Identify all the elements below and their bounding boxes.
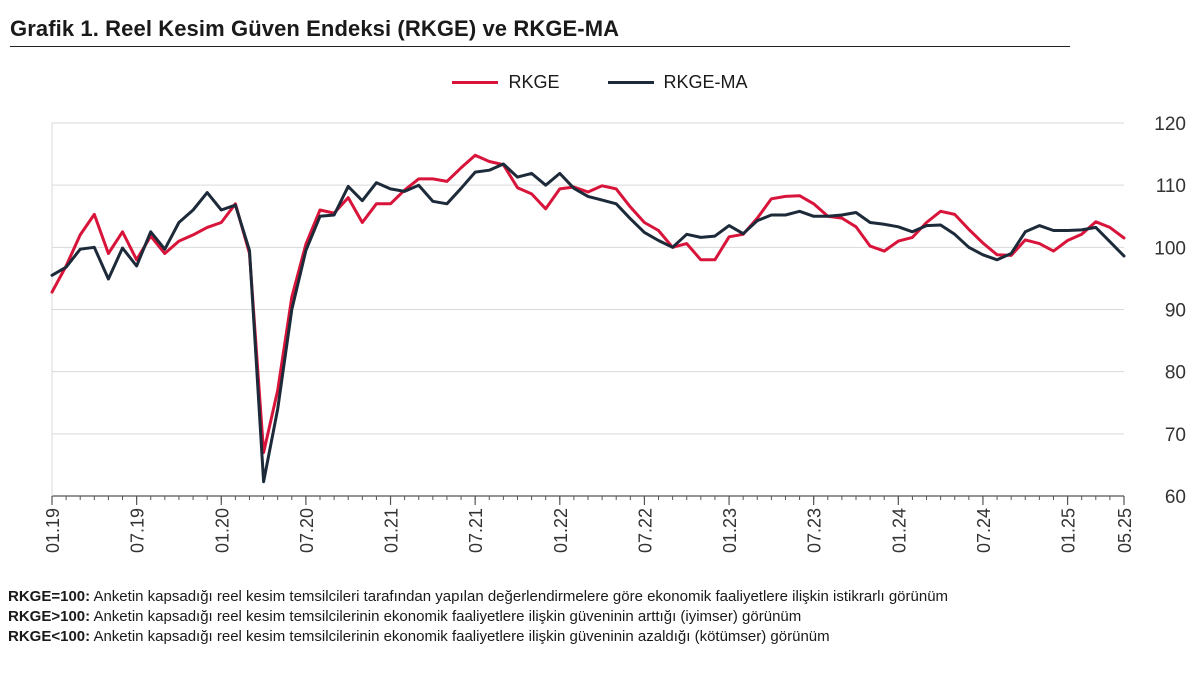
y-tick-label: 90	[1165, 301, 1186, 322]
x-tick-label: 01.21	[382, 508, 402, 553]
x-tick-label: 01.20	[212, 508, 232, 553]
legend-label-rkge-ma: RKGE-MA	[663, 72, 748, 92]
series-line-rkge-ma	[50, 162, 1126, 484]
x-tick-label: 07.19	[128, 508, 148, 553]
x-tick-label: 07.20	[297, 508, 317, 553]
chart-legend: RKGE RKGE-MA	[0, 72, 1200, 93]
note-line-equal: RKGE=100: Anketin kapsadığı reel kesim t…	[8, 587, 948, 607]
x-tick-label: 01.25	[1059, 508, 1079, 553]
chart-title: Grafik 1. Reel Kesim Güven Endeksi (RKGE…	[10, 16, 620, 41]
title-underline	[10, 46, 1070, 47]
series-line-rkge	[50, 153, 1126, 454]
legend-item-rkge: RKGE	[452, 72, 560, 93]
legend-swatch-rkge	[452, 81, 499, 84]
x-tick-label: 01.19	[43, 508, 63, 553]
y-tick-label: 70	[1165, 425, 1186, 446]
x-tick-label: 07.23	[805, 508, 825, 553]
x-tick-label: 07.21	[466, 508, 486, 553]
x-tick-label: 07.24	[974, 508, 994, 553]
line-chart: 60 70 80 90 100 110 120 01.19 07.19 01.20 07.20 01.…	[43, 114, 1186, 553]
chart-notes: RKGE=100: Anketin kapsadığı reel kesim t…	[8, 587, 948, 647]
legend-item-rkge-ma: RKGE-MA	[607, 72, 748, 93]
note-label: RKGE>100:	[8, 608, 91, 625]
y-tick-label: 80	[1165, 363, 1186, 384]
x-tick-label: 07.22	[635, 508, 655, 553]
note-line-less: RKGE<100: Anketin kapsadığı reel kesim t…	[8, 627, 948, 647]
note-label: RKGE<100:	[8, 628, 91, 645]
note-text: Anketin kapsadığı reel kesim temsilciler…	[90, 608, 802, 625]
note-text: Anketin kapsadığı reel kesim temsilciler…	[90, 628, 830, 645]
legend-swatch-rkge-ma	[607, 81, 654, 84]
note-line-greater: RKGE>100: Anketin kapsadığı reel kesim t…	[8, 607, 948, 627]
x-tick-label: 01.22	[551, 508, 571, 553]
y-tick-label: 100	[1154, 238, 1186, 259]
x-tick-label: 01.24	[889, 508, 909, 553]
x-tick-label: 05.25	[1115, 508, 1135, 553]
legend-label-rkge: RKGE	[508, 72, 560, 92]
y-tick-label: 110	[1156, 176, 1186, 197]
x-tick-label: 01.23	[720, 508, 740, 553]
y-tick-label: 60	[1165, 487, 1186, 508]
note-text: Anketin kapsadığı reel kesim temsilciler…	[90, 588, 949, 605]
note-label: RKGE=100:	[8, 588, 91, 605]
y-tick-label: 120	[1154, 114, 1186, 135]
